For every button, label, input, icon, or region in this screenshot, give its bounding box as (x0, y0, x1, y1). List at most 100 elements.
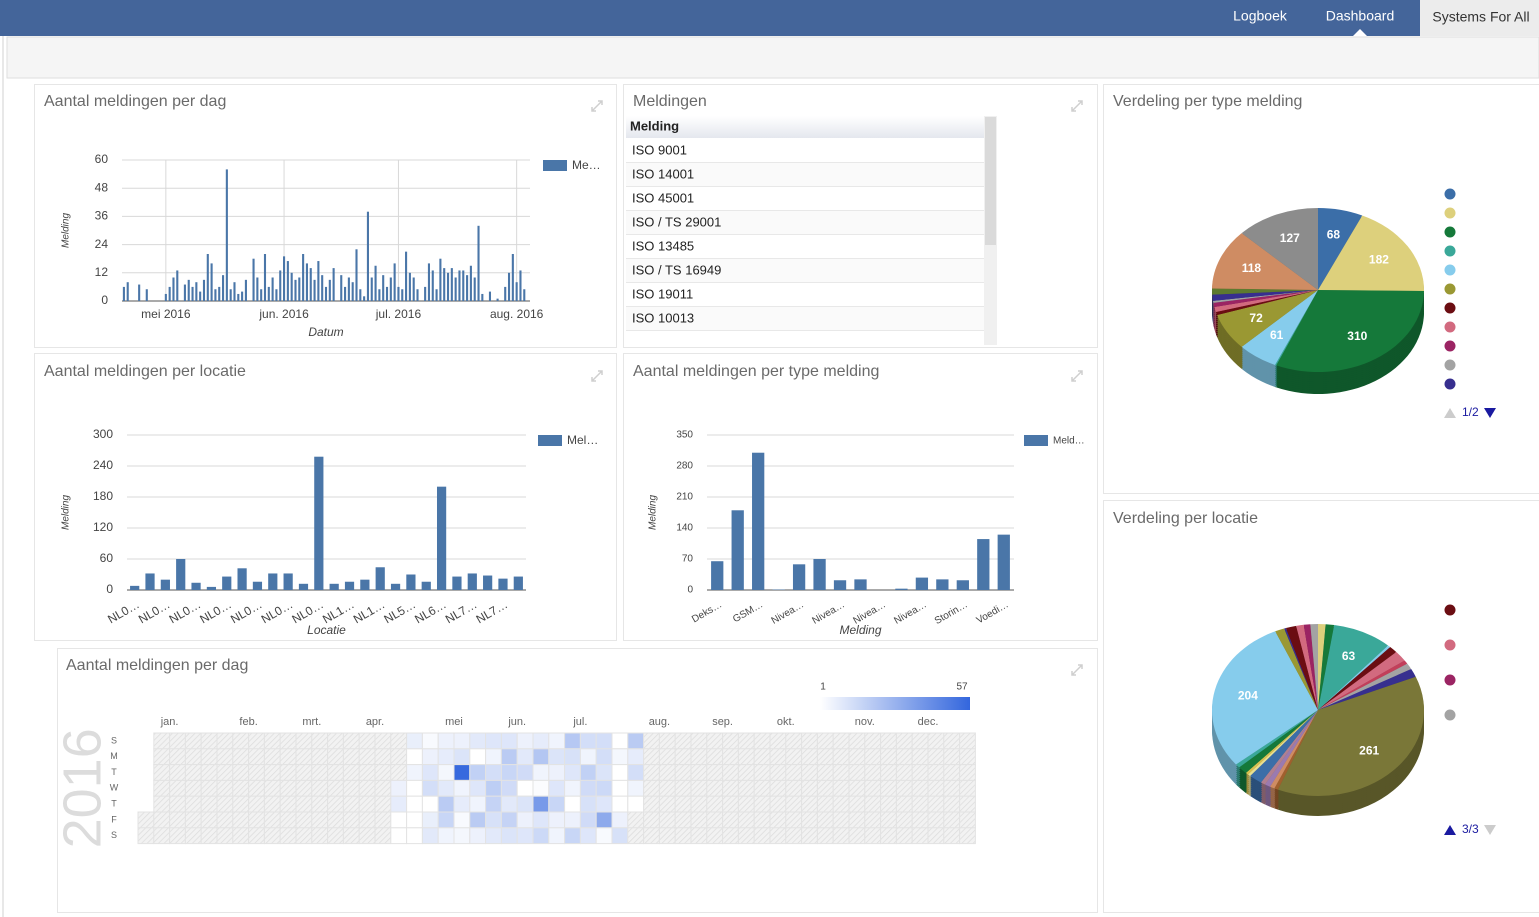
bar (172, 277, 175, 301)
legend-marker (1444, 340, 1456, 352)
y-axis-label: Melding (61, 213, 72, 248)
calendar-empty-cell (722, 795, 739, 813)
calendar-empty-cell (943, 827, 961, 845)
table-row (626, 163, 984, 186)
bar (488, 291, 492, 301)
legend-label: Mel… (567, 433, 598, 447)
calendar-empty-cell (690, 764, 708, 781)
calendar-cell (500, 811, 518, 829)
calendar-empty-cell (785, 748, 803, 766)
calendar-empty-cell (706, 779, 724, 797)
chart-title: Aantal meldingen per type melding (633, 363, 879, 380)
calendar-cell (548, 827, 566, 845)
calendar-empty-cell (169, 811, 186, 829)
calendar-empty-cell (643, 732, 660, 750)
bar (477, 225, 480, 301)
table-cell[interactable]: ISO / TS 16949 (632, 262, 721, 277)
table-cell[interactable]: ISO 14001 (632, 166, 694, 181)
expand-icon[interactable] (591, 100, 603, 112)
calendar-empty-cell (658, 748, 676, 766)
calendar-empty-cell (216, 732, 234, 750)
calendar-cell (532, 732, 550, 750)
scrollbar-thumb[interactable] (985, 117, 996, 245)
slice (1296, 624, 1318, 710)
calendar-cell (437, 811, 455, 829)
nav-item[interactable]: Logboek (1233, 8, 1288, 24)
calendar-empty-cell (311, 748, 329, 766)
table-cell[interactable]: ISO 13485 (632, 238, 694, 253)
pager-next[interactable] (1484, 408, 1496, 418)
calendar-empty-cell (327, 764, 344, 781)
table-cell[interactable]: ISO 45001 (632, 190, 694, 205)
calendar-cell (406, 827, 423, 845)
table-cell[interactable]: ISO / TS 29001 (632, 214, 721, 229)
table-body: ISO 9001 ISO 14001 ISO 45001 ISO / TS 29001… (626, 139, 984, 331)
legend-marker (1444, 283, 1456, 295)
table-header[interactable]: Melding (630, 118, 679, 133)
calendar-empty-cell (279, 779, 297, 797)
month-label: feb. (239, 716, 257, 728)
calendar-empty-cell (216, 811, 234, 829)
bar (359, 289, 362, 301)
calendar-empty-cell (263, 764, 281, 781)
slice (1318, 663, 1412, 710)
expand-icon[interactable] (1071, 370, 1083, 382)
calendar-empty-cell (390, 732, 408, 750)
bar (997, 534, 1010, 590)
bar (187, 279, 190, 301)
slice (1239, 710, 1318, 773)
calendar-empty-cell (248, 827, 265, 845)
expand-icon[interactable] (591, 370, 603, 382)
nav-item[interactable]: Dashboard (1326, 8, 1395, 24)
bar (317, 261, 320, 301)
nav-item[interactable]: Systems For All (1432, 9, 1529, 25)
calendar-empty-cell (753, 748, 771, 766)
pager-prev[interactable] (1444, 825, 1456, 835)
calendar-cell (611, 732, 629, 750)
calendar-empty-cell (153, 827, 171, 845)
table-cell[interactable]: ISO 19011 (632, 286, 693, 301)
bar (385, 286, 389, 301)
slice (1241, 290, 1318, 365)
table-cell[interactable]: ISO 10013 (632, 310, 694, 325)
calendar-empty-cell (674, 811, 692, 829)
calendar-empty-cell (959, 764, 976, 781)
calendar-empty-cell (216, 764, 234, 781)
bar (421, 581, 431, 590)
bar (271, 277, 274, 301)
expand-icon[interactable] (1071, 100, 1083, 112)
color-scale-max: 57 (956, 682, 968, 693)
calendar-empty-cell (153, 732, 171, 750)
year-label: 2016 (52, 728, 112, 848)
calendar-empty-cell (816, 779, 834, 797)
calendar-empty-cell (785, 779, 803, 797)
bar (126, 282, 129, 301)
calendar-cell (532, 795, 550, 813)
y-tick-label: 120 (93, 520, 113, 534)
calendar-empty-cell (342, 732, 360, 750)
table-cell[interactable]: ISO 9001 (632, 142, 687, 157)
calendar-cell (406, 732, 423, 750)
pager-prev[interactable] (1444, 408, 1456, 418)
bar (378, 289, 381, 301)
legend-marker (1444, 264, 1456, 276)
bar (439, 258, 442, 301)
calendar-empty-cell (801, 748, 818, 766)
pager-next[interactable] (1484, 825, 1496, 835)
expand-icon[interactable] (1071, 664, 1083, 676)
calendar-empty-cell (801, 732, 818, 750)
bar (321, 275, 324, 301)
slice (1275, 628, 1318, 710)
calendar-cell (579, 764, 597, 781)
bar (229, 289, 232, 301)
calendar-cell (406, 811, 423, 829)
calendar-empty-cell (895, 732, 913, 750)
bar (360, 579, 370, 590)
calendar-empty-cell (911, 764, 929, 781)
slice-label: 261 (1359, 743, 1379, 757)
bar (977, 539, 990, 590)
bar (324, 286, 328, 301)
legend-marker (1444, 226, 1456, 238)
calendar-empty-cell (279, 811, 297, 829)
calendar-cell (500, 748, 518, 766)
